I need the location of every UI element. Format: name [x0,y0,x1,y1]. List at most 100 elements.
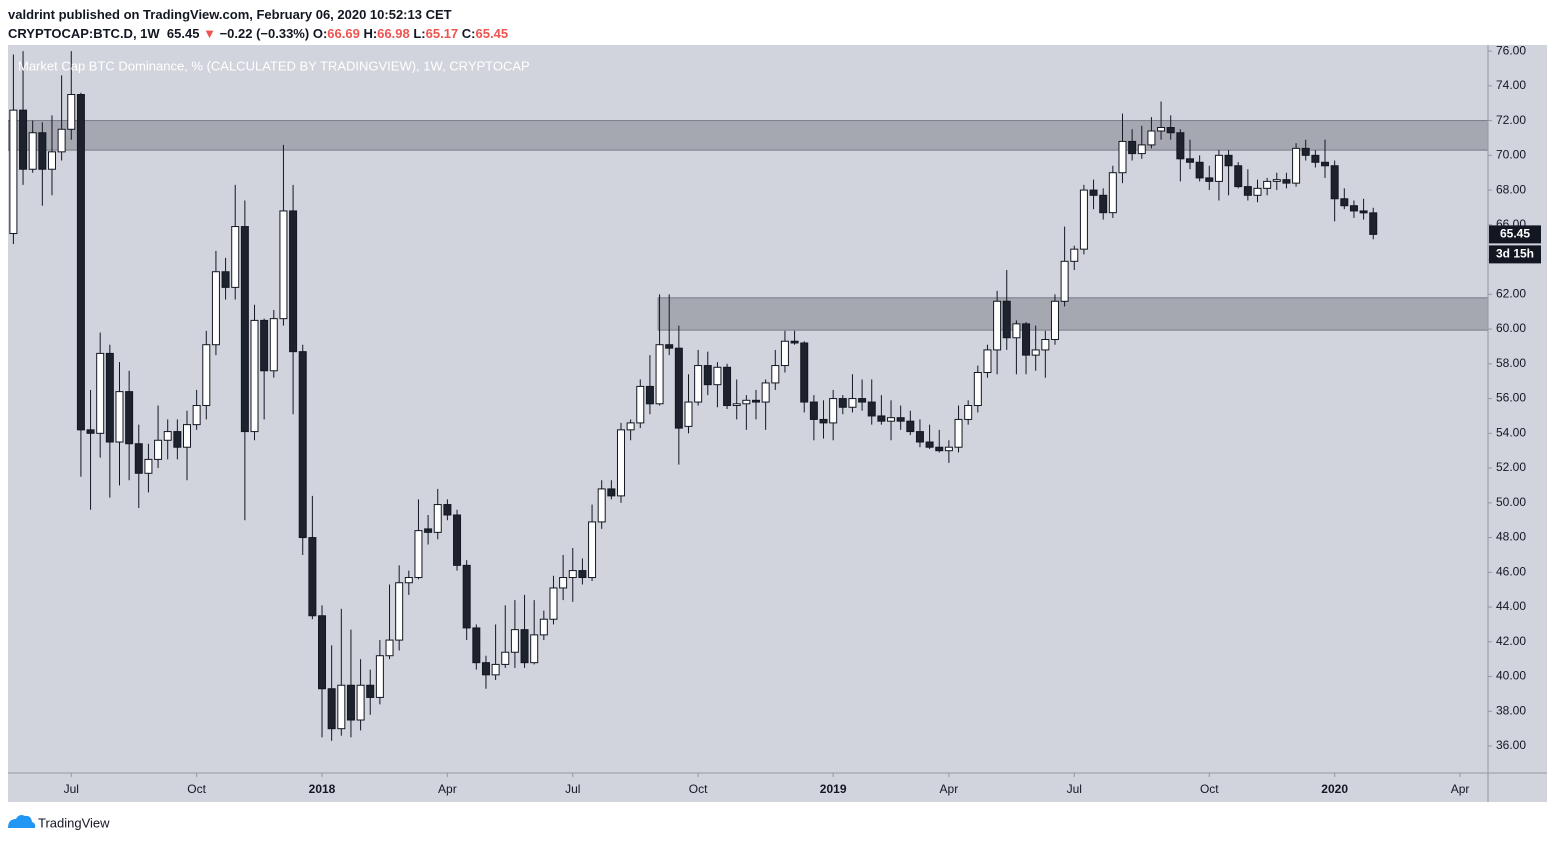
candle-body [983,349,992,374]
candle-body [279,210,288,320]
candle-body [1340,198,1349,207]
change: −0.22 (−0.33%) [219,26,310,41]
candle-body [829,398,838,424]
x-tick-label: Apr [940,782,959,796]
candle-body [240,226,249,433]
countdown-label: 3d 15h [1496,247,1534,261]
candle-body [684,401,693,427]
candle-body [973,372,982,407]
last-price-label: 65.45 [1500,227,1530,241]
candle-body [1118,140,1127,174]
chart-background [8,45,1547,802]
x-tick-label: Jul [1067,782,1082,796]
candle-body [1311,154,1320,163]
candle-body [163,431,172,441]
candle-body [1185,158,1194,163]
candle-body [887,417,896,422]
change-arrow: ▼ [203,26,216,41]
candle-body [1253,187,1262,196]
candle-body [67,94,76,130]
candle-body [453,514,462,566]
candle-body [57,128,66,153]
candle-body [752,399,761,403]
candle-body [742,399,751,405]
candle-body [896,417,905,422]
candle-body [771,365,780,384]
x-tick-label: 2019 [820,782,847,796]
ohlc-value: 65.17 [425,26,459,41]
candle-body [154,439,163,460]
candle-body [925,441,934,448]
y-tick-label: 52.00 [1496,460,1526,474]
candle-body [703,365,712,386]
y-tick-label: 56.00 [1496,391,1526,405]
y-tick-label: 74.00 [1496,78,1526,92]
candle-body [318,615,327,690]
candle-body [260,319,269,372]
candle-body [1359,210,1368,214]
candle-body [19,109,28,170]
candle-body [645,385,654,405]
candle-body [1205,177,1214,182]
candle-body [385,639,394,657]
candle-body [1108,172,1117,214]
candle-body [559,577,568,589]
candle-body [192,405,201,426]
candle-body [944,446,953,452]
candle-body [1292,147,1301,184]
y-tick-label: 72.00 [1496,113,1526,127]
candle-body [694,365,703,403]
candle-body [1041,339,1050,351]
y-tick-label: 60.00 [1496,321,1526,335]
candle-body [86,429,95,434]
candle-body [954,418,963,448]
candle-body [1263,180,1272,189]
candle-body [1176,132,1185,160]
candle-body [289,210,298,353]
candle-body [578,570,587,579]
countdown-box [1489,245,1541,264]
candle-body [588,521,597,579]
candle-body [221,271,230,288]
ohlc-label: O: [312,26,328,41]
candle-body [443,504,452,516]
candle-body [1031,349,1040,356]
candle-body [732,403,741,407]
candle-body [539,618,548,636]
candle-body [1214,154,1223,182]
candle-body [115,391,124,443]
candle-body [424,528,433,533]
logo: TradingView [8,815,110,830]
candle-body [848,398,857,408]
candle-body [9,109,18,235]
y-tick-label: 36.00 [1496,738,1526,752]
zone [657,297,1488,331]
candle-body [713,366,722,386]
ohlc-value: 65.45 [475,26,509,41]
candle-body [800,342,809,403]
candle-body [1321,161,1330,167]
candle-body [96,352,105,434]
y-tick-label: 54.00 [1496,425,1526,439]
candle-body [867,401,876,417]
y-tick-label: 38.00 [1496,703,1526,717]
candle-body [1224,154,1233,167]
candle-body [915,431,924,443]
symbol-line: CRYPTOCAP:BTC.D, 1W 65.45 ▼ −0.22 (−0.33… [8,26,508,41]
candle-body [626,422,635,431]
y-tick-label: 68.00 [1496,182,1526,196]
candle-body [1060,260,1069,302]
candle-body [1369,212,1378,235]
candle-body [375,655,384,698]
candle-body [1147,130,1156,146]
candle-body [1166,127,1175,134]
candle-body [858,398,867,403]
publisher-line: valdrint published on TradingView.com, F… [8,7,452,22]
candle-body [607,488,616,497]
candle-body [1195,161,1204,179]
candle-body [674,347,683,429]
candle-body [510,629,519,653]
candle-body [935,446,944,452]
